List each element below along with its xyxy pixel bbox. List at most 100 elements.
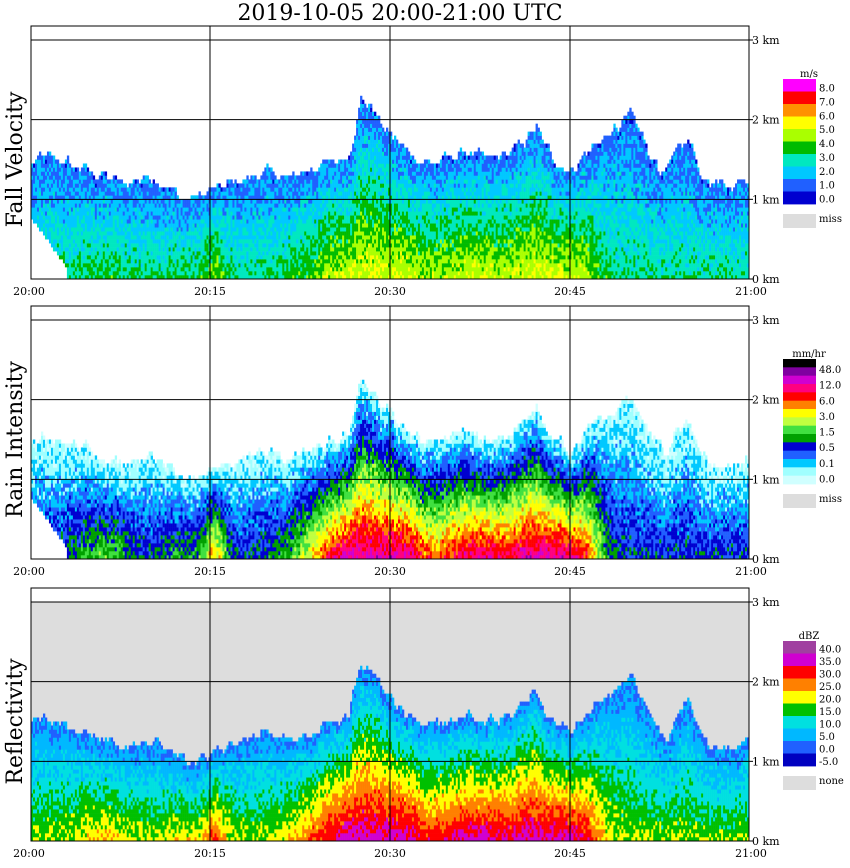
heatmap-cell [133, 231, 135, 235]
heatmap-cell [244, 187, 246, 191]
heatmap-cell [368, 144, 370, 148]
heatmap-cell [302, 243, 304, 247]
heatmap-cell [35, 179, 37, 183]
heatmap-cell [354, 163, 356, 167]
heatmap-cell [248, 183, 250, 187]
heatmap-cell [370, 263, 372, 267]
heatmap-cell [294, 263, 296, 267]
heatmap-cell [362, 140, 364, 144]
heatmap-cell [320, 199, 322, 203]
heatmap-cell [320, 231, 322, 235]
heatmap-cell [254, 271, 256, 275]
heatmap-cell [212, 235, 214, 239]
heatmap-cell [380, 259, 382, 263]
heatmap-cell [310, 171, 312, 175]
heatmap-cell [318, 231, 320, 235]
heatmap-cell [218, 255, 220, 259]
heatmap-cell [117, 203, 119, 207]
heatmap-cell [248, 223, 250, 227]
heatmap-cell [89, 207, 91, 211]
heatmap-cell [344, 271, 346, 275]
heatmap-cell [250, 267, 252, 271]
heatmap-cell [394, 207, 396, 211]
heatmap-cell [193, 259, 195, 263]
heatmap-cell [191, 243, 193, 247]
heatmap-cell [336, 263, 338, 267]
heatmap-cell [252, 179, 254, 183]
heatmap-cell [81, 167, 83, 171]
heatmap-cell [89, 251, 91, 255]
heatmap-cell [242, 259, 244, 263]
heatmap-cell [262, 203, 264, 207]
heatmap-cell [316, 239, 318, 243]
heatmap-cell [57, 227, 59, 231]
heatmap-cell [83, 163, 85, 167]
heatmap-cell [354, 223, 356, 227]
heatmap-cell [133, 251, 135, 255]
heatmap-cell [214, 219, 216, 223]
heatmap-cell [320, 255, 322, 259]
heatmap-cell [93, 267, 95, 271]
heatmap-cell [135, 267, 137, 271]
heatmap-cell [380, 171, 382, 175]
heatmap-cell [147, 227, 149, 231]
heatmap-cell [216, 235, 218, 239]
heatmap-cell [372, 163, 374, 167]
heatmap-cell [117, 183, 119, 187]
heatmap-cell [326, 160, 328, 164]
heatmap-cell [368, 227, 370, 231]
heatmap-cell [274, 239, 276, 243]
heatmap-cell [141, 207, 143, 211]
heatmap-cell [119, 231, 121, 235]
heatmap-cell [254, 263, 256, 267]
heatmap-cell [185, 251, 187, 255]
heatmap-cell [238, 183, 240, 187]
heatmap-cell [49, 156, 51, 160]
heatmap-cell [326, 255, 328, 259]
heatmap-cell [280, 255, 282, 259]
heatmap-cell [288, 175, 290, 179]
heatmap-cell [109, 211, 111, 215]
heatmap-cell [157, 211, 159, 215]
heatmap-cell [268, 255, 270, 259]
heatmap-cell [264, 267, 266, 271]
heatmap-cell [234, 203, 236, 207]
heatmap-cell [360, 231, 362, 235]
heatmap-cell [177, 227, 179, 231]
heatmap-cell [205, 199, 207, 203]
heatmap-cell [61, 203, 63, 207]
heatmap-cell [115, 255, 117, 259]
heatmap-cell [238, 223, 240, 227]
heatmap-cell [350, 239, 352, 243]
heatmap-cell [81, 247, 83, 251]
heatmap-cell [252, 175, 254, 179]
heatmap-cell [324, 243, 326, 247]
heatmap-cell [121, 239, 123, 243]
heatmap-cell [340, 187, 342, 191]
heatmap-cell [143, 227, 145, 231]
heatmap-cell [304, 247, 306, 251]
heatmap-cell [270, 215, 272, 219]
heatmap-cell [97, 263, 99, 267]
heatmap-cell [55, 160, 57, 164]
heatmap-cell [298, 199, 300, 203]
heatmap-cell [352, 251, 354, 255]
heatmap-cell [306, 199, 308, 203]
heatmap-cell [378, 259, 380, 263]
heatmap-cell [121, 179, 123, 183]
heatmap-cell [348, 167, 350, 171]
heatmap-cell [236, 263, 238, 267]
heatmap-cell [113, 183, 115, 187]
heatmap-cell [396, 207, 398, 211]
heatmap-cell [262, 215, 264, 219]
heatmap-cell [296, 235, 298, 239]
heatmap-cell [177, 263, 179, 267]
heatmap-cell [358, 255, 360, 259]
heatmap-cell [151, 263, 153, 267]
heatmap-cell [330, 163, 332, 167]
heatmap-cell [350, 263, 352, 267]
heatmap-cell [384, 259, 386, 263]
heatmap-cell [268, 239, 270, 243]
heatmap-cell [159, 199, 161, 203]
heatmap-cell [372, 271, 374, 275]
